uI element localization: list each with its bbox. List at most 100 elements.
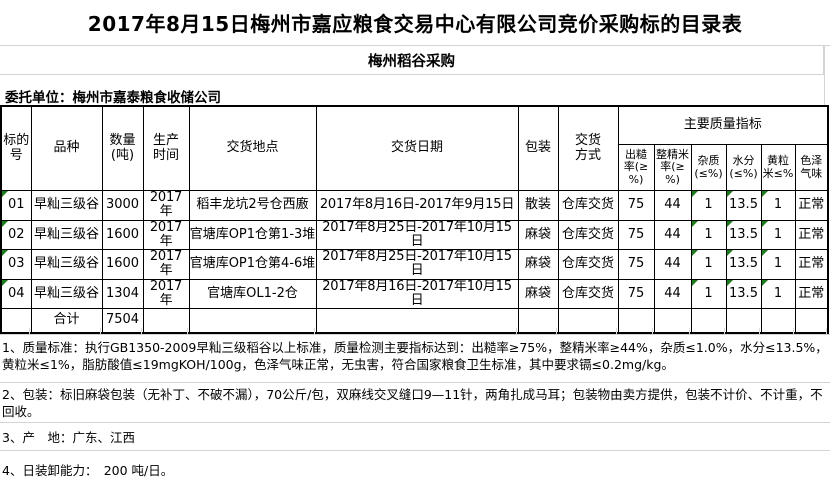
col-header-bid-no: 标的 号 — [0, 105, 32, 191]
cell-head-rice-rate: 44 — [653, 278, 692, 310]
cell-packaging: 麻袋 — [517, 249, 559, 280]
gridline-segment — [142, 328, 188, 334]
gridline-segment — [617, 328, 653, 334]
col-header-production-time: 生产 时间 — [142, 105, 190, 191]
cell-variety: 早籼三级谷 — [30, 249, 103, 280]
cell-bid-no: 04 — [0, 278, 32, 310]
cell-bid-no: 03 — [0, 249, 32, 280]
excel-error-triangle — [727, 221, 733, 227]
excel-error-triangle — [692, 250, 698, 257]
note-packaging: 2、包装：标旧麻袋包装（无补丁、不破不漏），70公斤/包，双麻线交叉缝口9—11… — [0, 383, 830, 423]
col-header-color-odor: 色泽 气味 — [794, 144, 829, 191]
excel-error-triangle — [762, 280, 768, 286]
gridline-segment — [557, 328, 617, 334]
gridline-vertical — [824, 46, 825, 105]
cell-packaging: 麻袋 — [517, 278, 559, 310]
cell-yellow-grain — [760, 308, 796, 334]
cell-delivery-date: 2017年8月16日-2017年10月15日 — [315, 278, 519, 310]
excel-error-triangle — [692, 280, 698, 286]
gridline-segment — [725, 328, 760, 334]
col-header-head-rice-rate: 整精米 率(≥ %) — [653, 144, 692, 191]
cell-variety: 早籼三级谷 — [30, 278, 103, 310]
cell-delivery-method: 仓库交货 — [557, 219, 619, 251]
col-header-delivery-date: 交货日期 — [315, 105, 519, 191]
note-origin: 3、产 地：广东、江西 — [0, 423, 830, 451]
table-row: 04 早籼三级谷 1304 2017年 官塘库OL1-2仓 2017年8月16日… — [0, 278, 829, 310]
cell-production-time: 2017年 — [142, 278, 190, 310]
table-row: 02 早籼三级谷 1600 2017年 官塘库OP1仓第1-3堆 2017年8月… — [0, 219, 829, 251]
notes-section: 1、质量标准：执行GB1350-2009早籼三级稻谷以上标准，质量检测主要指标达… — [0, 336, 830, 480]
excel-error-triangle — [727, 280, 733, 286]
cell-delivery-date: 2017年8月25日-2017年10月15日 — [315, 249, 519, 280]
cell-delivery-place: 稻丰龙坑2号仓西廒 — [188, 190, 317, 221]
cell-bid-no — [0, 308, 32, 334]
excel-error-triangle — [762, 250, 768, 257]
cell-head-rice-rate: 44 — [653, 190, 692, 221]
cell-bid-no: 01 — [0, 190, 32, 221]
total-row: 合计 7504 — [0, 308, 829, 334]
cell-delivery-place — [188, 308, 317, 334]
cell-color-odor: 正常 — [794, 278, 829, 310]
cell-yellow-grain: 1 — [760, 190, 796, 221]
cell-impurity: 1 — [690, 219, 727, 251]
cell-delivery-place: 官塘库OP1仓第4-6堆 — [188, 249, 317, 280]
excel-error-triangle — [2, 191, 8, 197]
excel-error-triangle — [2, 250, 8, 257]
cell-impurity: 1 — [690, 249, 727, 280]
gridline-segment — [0, 328, 30, 334]
cell-production-time: 2017年 — [142, 219, 190, 251]
gridline-segment — [30, 328, 101, 334]
cell-quantity: 1304 — [101, 278, 144, 310]
excel-error-triangle — [692, 191, 698, 197]
header-row-2: 出糙 率(≥ %) 整精米 率(≥ %) 杂质 (≤%) 水分 (≤%) 黄粒 … — [1, 144, 829, 191]
cell-delivery-date: 2017年8月16日-2017年9月15日 — [315, 190, 519, 221]
gridline-segment — [760, 328, 794, 334]
cell-color-odor: 正常 — [794, 249, 829, 280]
excel-error-triangle — [2, 221, 8, 227]
spreadsheet-gridline-strip — [0, 328, 830, 335]
cell-color-odor: 正常 — [794, 190, 829, 221]
excel-error-triangle — [762, 191, 768, 197]
cell-production-time: 2017年 — [142, 190, 190, 221]
cell-quantity: 1600 — [101, 249, 144, 280]
cell-delivery-method: 仓库交货 — [557, 190, 619, 221]
cell-color-odor — [794, 308, 829, 334]
cell-moisture — [725, 308, 762, 334]
cell-yellow-grain: 1 — [760, 249, 796, 280]
cell-impurity: 1 — [690, 190, 727, 221]
excel-error-triangle — [692, 221, 698, 227]
col-header-quantity: 数量 (吨) — [101, 105, 144, 191]
header-row-1: 标的 号 品种 数量 (吨) 生产 时间 交货地点 交货日期 包装 交货 方式 … — [0, 105, 829, 191]
page-title: 2017年8月15日梅州市嘉应粮食交易中心有限公司竞价采购标的目录表 — [0, 0, 830, 46]
total-label: 合计 — [30, 308, 103, 334]
gridline-segment — [690, 328, 725, 334]
col-header-moisture: 水分 (≤%) — [725, 144, 762, 191]
cell-delivery-place: 官塘库OP1仓第1-3堆 — [188, 219, 317, 251]
excel-error-triangle — [727, 250, 733, 257]
cell-color-odor: 正常 — [794, 219, 829, 251]
cell-quantity: 1600 — [101, 219, 144, 251]
cell-delivery-method: 仓库交货 — [557, 249, 619, 280]
page-subtitle: 梅州稻谷采购 — [0, 46, 824, 75]
col-header-packaging: 包装 — [517, 105, 559, 191]
note-quality-standard: 1、质量标准：执行GB1350-2009早籼三级稻谷以上标准，质量检测主要指标达… — [0, 336, 830, 383]
col-header-brown-rice-rate: 出糙 率(≥ %) — [617, 144, 655, 191]
cell-packaging: 麻袋 — [517, 219, 559, 251]
gridline-segment — [315, 328, 517, 334]
cell-brown-rice-rate: 75 — [617, 190, 655, 221]
gridline-segment — [794, 328, 827, 334]
col-header-yellow-grain: 黄粒 米≤% — [760, 144, 796, 191]
cell-bid-no: 02 — [0, 219, 32, 251]
table-row: 03 早籼三级谷 1600 2017年 官塘库OP1仓第4-6堆 2017年8月… — [0, 249, 829, 280]
cell-yellow-grain: 1 — [760, 219, 796, 251]
cell-head-rice-rate: 44 — [653, 249, 692, 280]
cell-brown-rice-rate — [617, 308, 655, 334]
gridline-segment — [517, 328, 557, 334]
cell-brown-rice-rate: 75 — [617, 219, 655, 251]
cell-variety: 早籼三级谷 — [30, 219, 103, 251]
cell-delivery-date: 2017年8月25日-2017年10月15日 — [315, 219, 519, 251]
col-header-delivery-method: 交货 方式 — [557, 105, 619, 191]
col-header-variety: 品种 — [30, 105, 103, 191]
cell-quantity: 3000 — [101, 190, 144, 221]
